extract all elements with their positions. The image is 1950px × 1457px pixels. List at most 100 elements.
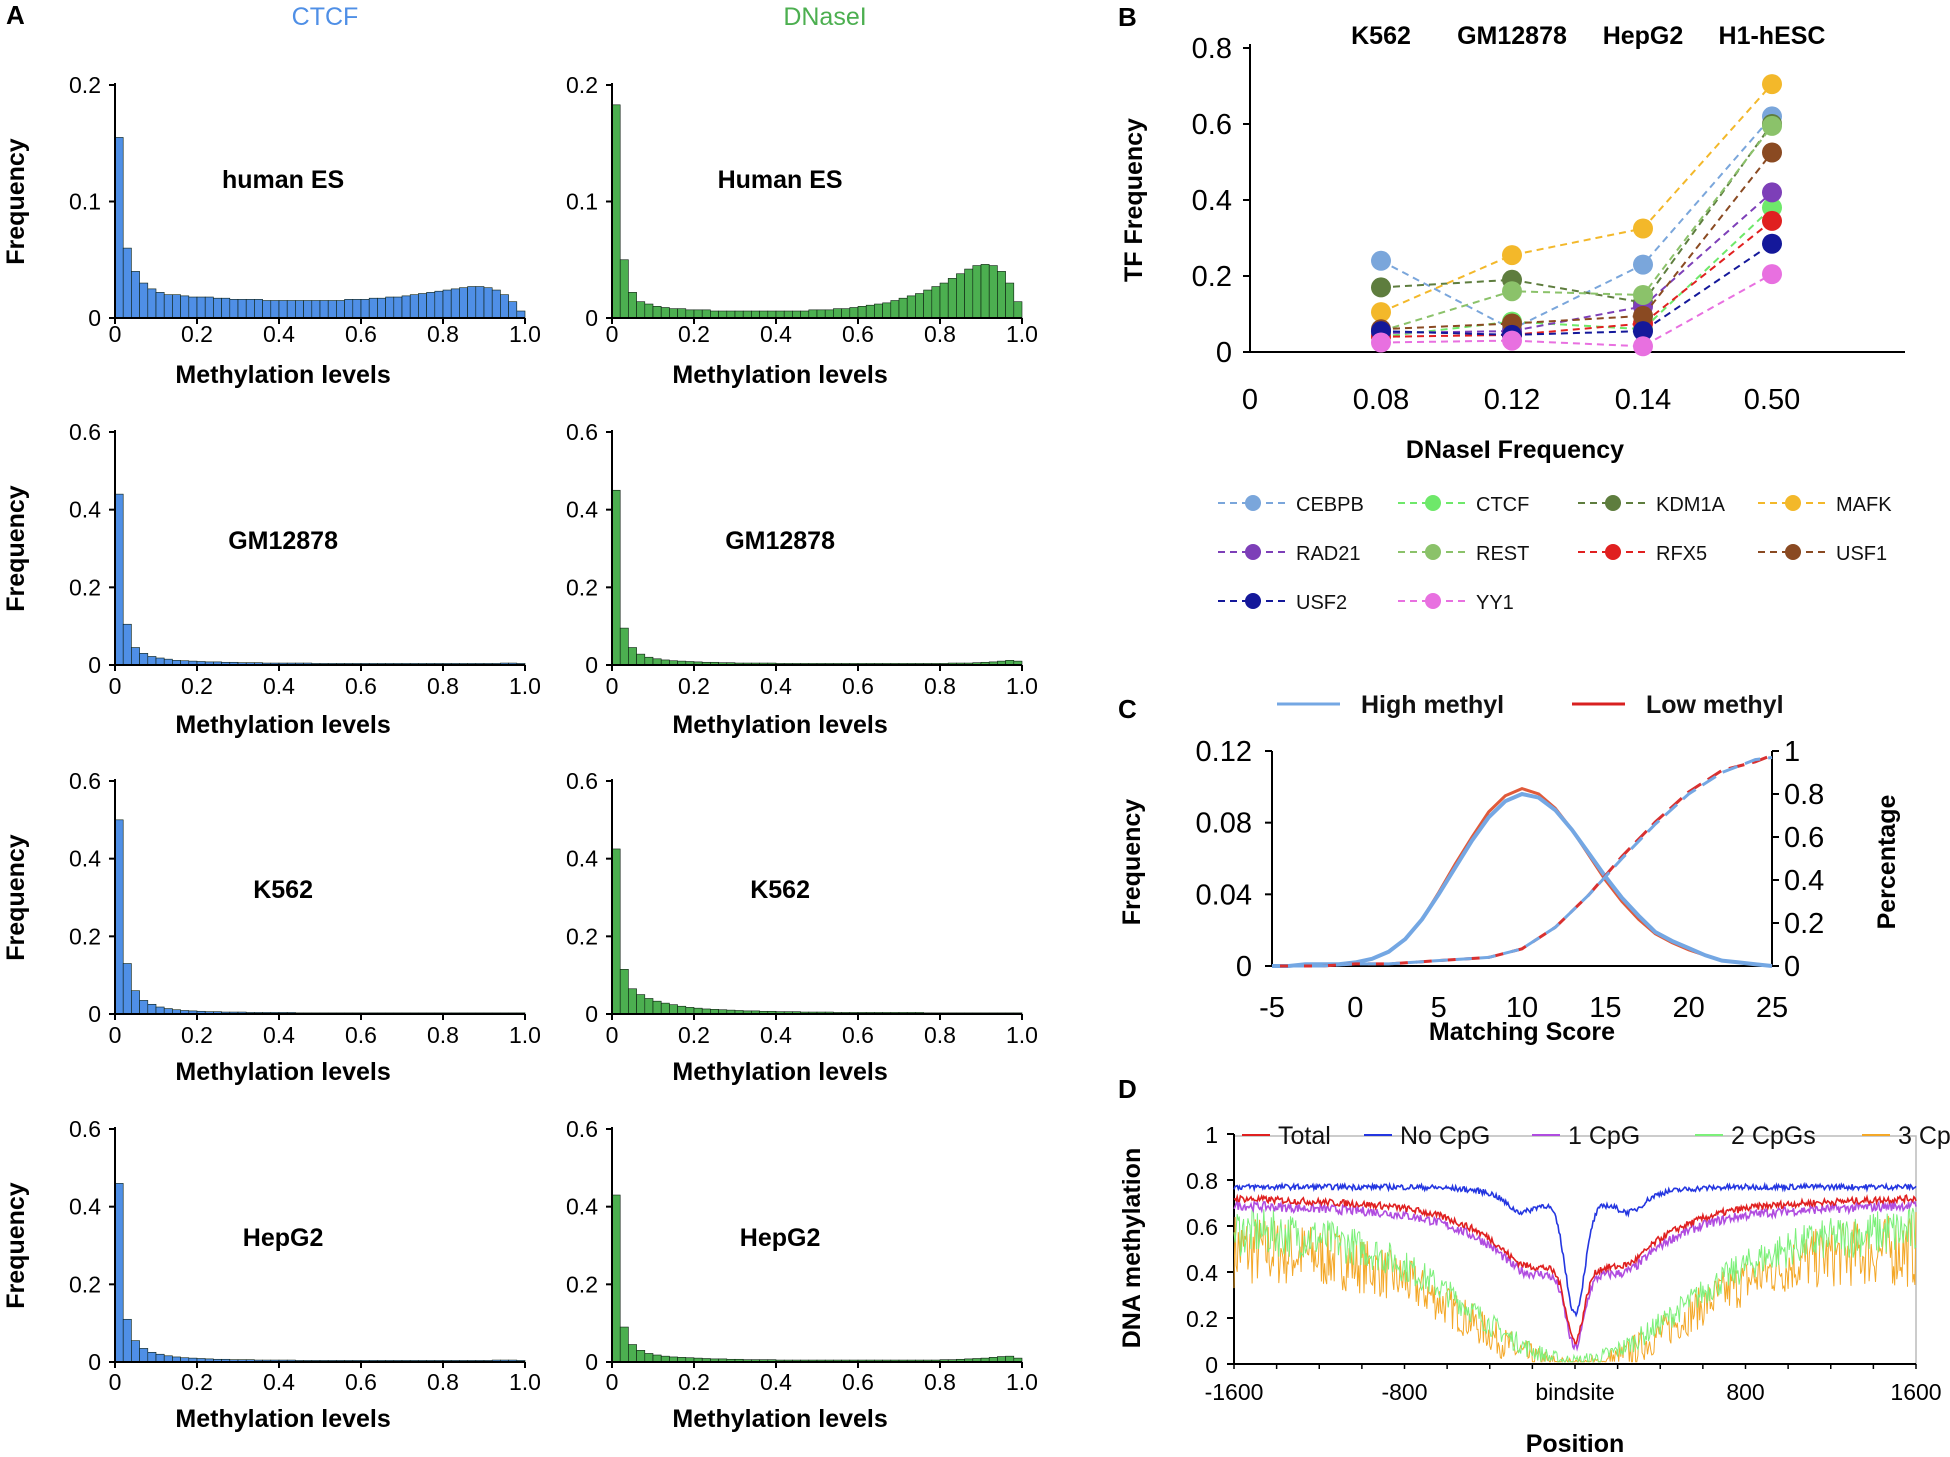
a-r0c1-bar: [718, 310, 728, 319]
a-r0c1-x-tick-label: 0.4: [760, 321, 792, 347]
a-r0c1-bar: [751, 310, 760, 319]
b-series-line-usf1: [1380, 151, 1773, 331]
a-r1c1-x-tick-label: 0.6: [842, 673, 874, 699]
b-point-mafk: [1762, 74, 1782, 95]
b-point-mafk: [1371, 302, 1391, 323]
b-x-tick-label: 0.12: [1484, 384, 1540, 416]
a-r2c1-x-tick-label: 0.8: [924, 1022, 956, 1048]
a-r2c1-bar: [619, 969, 629, 1015]
a-r2c1-y-tick-label: 0.6: [566, 768, 598, 794]
a-r0c0-y-tick-label: 0: [88, 305, 101, 331]
a-r0c0-bar: [319, 300, 329, 319]
a-r0c0-bar: [278, 300, 288, 319]
a-r0c1-bar: [660, 307, 670, 319]
a-r1c1-x-tick-label: 0.8: [924, 673, 956, 699]
a-r0c1-bar: [882, 302, 892, 319]
a-r1c1-bar: [611, 489, 621, 666]
d-legend-label: 1 CpG: [1568, 1122, 1640, 1150]
a-r0c1-bar: [742, 310, 752, 319]
a-r0c0-bar: [508, 301, 518, 319]
b-legend-marker: [1785, 495, 1801, 511]
a-r2c0-x-label: Methylation levels: [175, 1058, 390, 1086]
b-y-tick-label: 0.4: [1192, 185, 1232, 217]
d-y-label: DNA methylation: [1118, 1148, 1146, 1348]
b-point-yy1: [1633, 336, 1653, 357]
c-y-tick-right-label: 0.6: [1784, 822, 1824, 854]
a-r1c1-y-tick-label: 0.2: [566, 574, 598, 600]
b-legend-marker: [1605, 495, 1621, 511]
a-r0c1-bar: [980, 264, 990, 319]
a-r0c0-bar: [245, 299, 255, 319]
a-r0c1-bar: [898, 297, 908, 319]
b-point-mafk: [1633, 218, 1653, 239]
b-point-usf2: [1633, 321, 1653, 342]
a-r1c0-bar: [139, 653, 149, 666]
a-r0c0-bar: [459, 287, 468, 319]
a-r0c1-bar: [865, 304, 875, 319]
a-r3c0-y-tick-label: 0.2: [69, 1271, 101, 1297]
c-x-tick-label: 20: [1673, 992, 1705, 1024]
a-r0c0-bar: [163, 294, 173, 319]
a-r1c0-cell-label: GM12878: [228, 527, 338, 555]
a-r0c1-bar: [759, 310, 769, 319]
a-r2c0-bar: [122, 963, 132, 1015]
c-x-tick-label: -5: [1259, 992, 1285, 1024]
a-r1c0-x-tick-label: 0.2: [181, 673, 213, 699]
a-r0c0-bar: [221, 297, 231, 319]
a-r0c1-bar: [644, 303, 654, 319]
panel-a-histograms: 0 0.1 0.2 0 0.2 0.4 0.6 0.8 1.0 human ES Methylati…: [2, 72, 1038, 1433]
a-r0c1-y-tick-label: 0.1: [566, 189, 598, 215]
a-r1c0-bar: [155, 657, 165, 666]
d-y-tick-label: 0: [1205, 1352, 1218, 1378]
a-r3c0-x-tick-label: 0.4: [263, 1369, 295, 1395]
a-r2c0-y-label: Frequency: [2, 834, 30, 961]
b-legend-label: USF1: [1836, 543, 1887, 565]
d-y-tick-label: 0.8: [1186, 1168, 1218, 1194]
a-r0c0-bar: [262, 300, 272, 319]
a-r2c0-x-tick-label: 0: [109, 1022, 122, 1048]
a-r0c1-x-tick-label: 0.2: [678, 321, 710, 347]
a-r3c1-y-tick-label: 0.2: [566, 1271, 598, 1297]
a-r2c0-y-tick-label: 0.4: [69, 846, 101, 872]
a-r0c1-bar: [816, 309, 826, 319]
d-legend-label: 2 CpGs: [1731, 1122, 1816, 1150]
a-r0c1-bar: [767, 310, 777, 319]
a-r0c1-bar: [988, 265, 998, 319]
d-series-total: [1233, 1193, 1917, 1345]
d-y-tick-label: 1: [1205, 1122, 1218, 1148]
c-y-tick-label: 0.04: [1196, 879, 1252, 911]
b-legend-label: USF2: [1296, 592, 1347, 614]
a-r0c0-bar: [385, 296, 395, 319]
a-r0c0-bar: [426, 292, 436, 319]
a-r0c0-bar: [139, 282, 149, 319]
a-r0c1-bar: [833, 308, 842, 319]
a-r0c0-bar: [180, 295, 190, 319]
a-r1c1-x-tick-label: 0.2: [678, 673, 710, 699]
b-cell-line-label: H1-hESC: [1719, 22, 1826, 50]
a-r3c0-x-tick-label: 0.8: [427, 1369, 459, 1395]
a-r0c0-x-tick-label: 0.4: [263, 321, 295, 347]
a-r0c1-bar: [792, 310, 801, 319]
a-r2c1-bar: [628, 988, 637, 1015]
a-r3c0-cell-label: HepG2: [243, 1224, 324, 1252]
d-legend-label: Total: [1278, 1122, 1331, 1150]
a-r0c0-x-label: Methylation levels: [175, 361, 390, 389]
c-y-tick-right-label: 1: [1784, 736, 1800, 768]
b-point-rest: [1633, 285, 1653, 305]
b-series-line-cebpb: [1380, 115, 1773, 331]
a-r2c1-x-tick-label: 0.6: [842, 1022, 874, 1048]
a-r1c1-x-label: Methylation levels: [672, 711, 887, 739]
c-x-tick-label: 15: [1589, 992, 1621, 1024]
a-r1c1-bar: [644, 656, 654, 666]
a-r0c0-bar: [303, 300, 313, 319]
a-r0c0-bar: [475, 286, 485, 319]
column-title-dnase: DNaseI: [783, 3, 866, 31]
b-series-line-rad21: [1380, 191, 1773, 334]
d-series-1-cpg: [1233, 1198, 1917, 1352]
a-r0c0-bar: [122, 247, 132, 319]
b-x-tick-label: 0: [1242, 384, 1258, 416]
b-point-usf1: [1762, 142, 1782, 163]
a-r0c0-bar: [204, 296, 214, 319]
a-r0c0-bar: [336, 300, 345, 319]
d-legend-label: 3 CpGs: [1898, 1122, 1950, 1150]
